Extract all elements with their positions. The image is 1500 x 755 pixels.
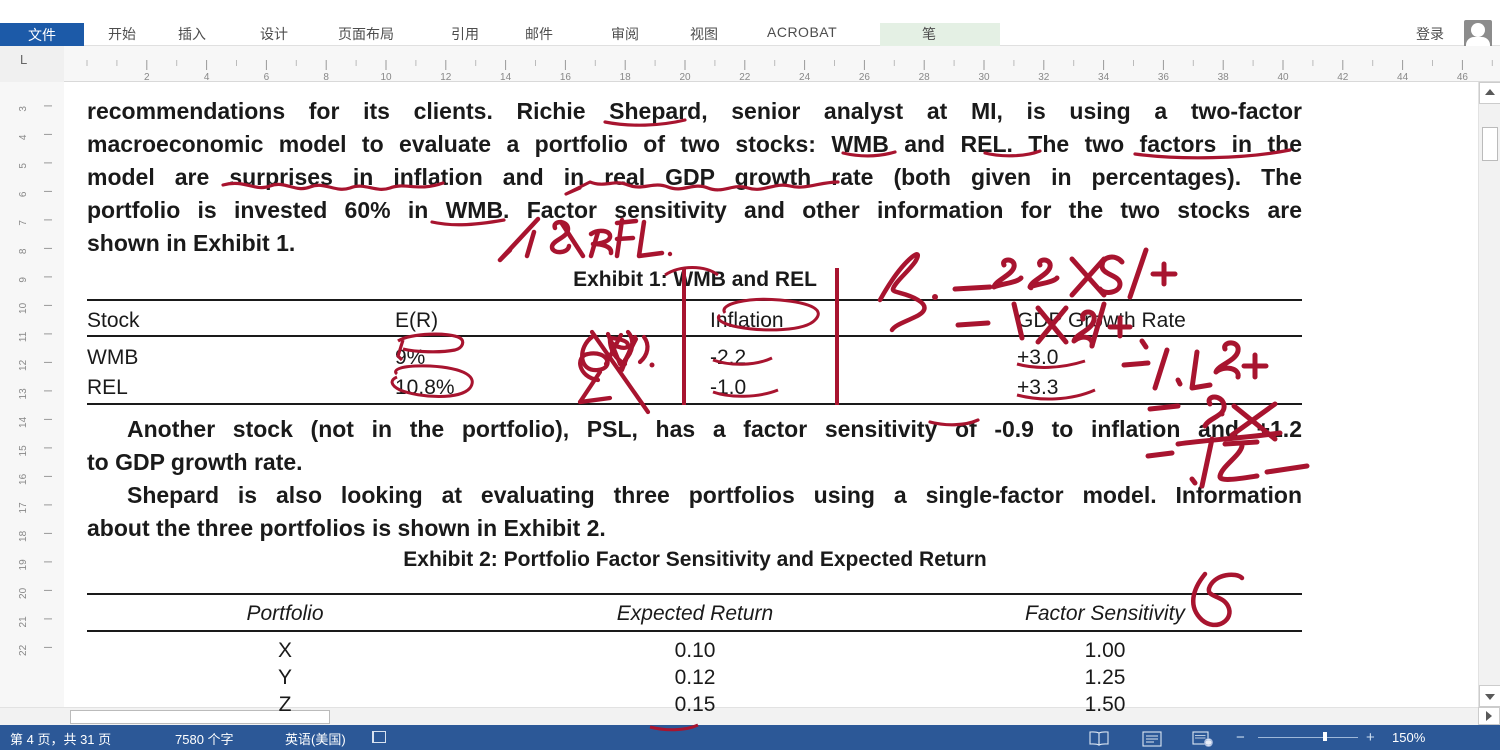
svg-text:30: 30 — [978, 72, 990, 82]
svg-text:22: 22 — [739, 72, 751, 82]
svg-text:12: 12 — [440, 72, 452, 82]
svg-text:32: 32 — [1038, 72, 1050, 82]
svg-text:40: 40 — [1277, 72, 1289, 82]
svg-text:2: 2 — [144, 72, 150, 82]
svg-text:38: 38 — [1218, 72, 1230, 82]
svg-text:28: 28 — [919, 72, 931, 82]
svg-text:14: 14 — [500, 72, 512, 82]
svg-text:6: 6 — [264, 72, 270, 82]
svg-text:18: 18 — [620, 72, 632, 82]
svg-text:26: 26 — [859, 72, 871, 82]
svg-text:46: 46 — [1457, 72, 1469, 82]
svg-text:34: 34 — [1098, 72, 1110, 82]
svg-text:16: 16 — [560, 72, 572, 82]
svg-text:10: 10 — [380, 72, 392, 82]
svg-text:8: 8 — [323, 72, 329, 82]
svg-text:42: 42 — [1337, 72, 1349, 82]
svg-text:36: 36 — [1158, 72, 1170, 82]
svg-text:20: 20 — [679, 72, 691, 82]
svg-text:44: 44 — [1397, 72, 1409, 82]
svg-text:24: 24 — [799, 72, 811, 82]
svg-text:4: 4 — [204, 72, 210, 82]
